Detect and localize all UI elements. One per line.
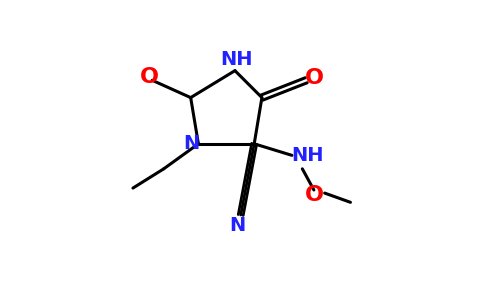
- Text: N: N: [229, 216, 246, 235]
- Text: NH: NH: [221, 50, 253, 69]
- Text: O: O: [304, 68, 323, 88]
- Text: N: N: [183, 134, 199, 153]
- Text: O: O: [139, 67, 159, 87]
- Text: O: O: [305, 184, 324, 205]
- Text: NH: NH: [291, 146, 324, 165]
